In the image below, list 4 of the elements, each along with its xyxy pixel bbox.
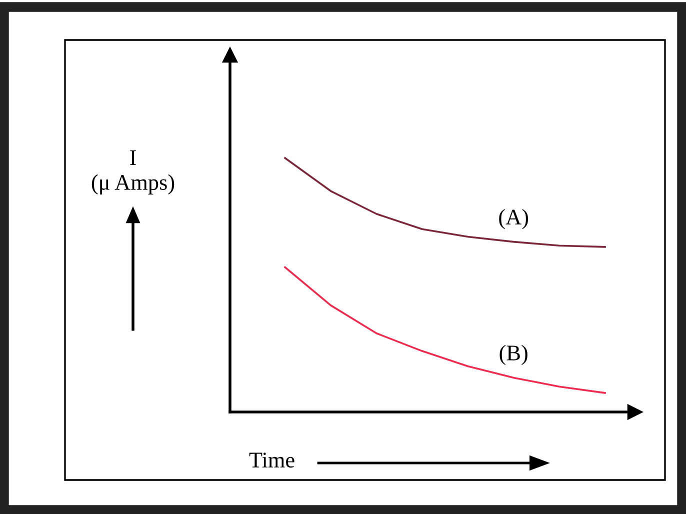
y-axis-title: I (μ Amps) [92, 150, 174, 194]
series-label: (B) [500, 344, 528, 366]
series-label: (A) [499, 208, 528, 230]
x-axis-title: Time [249, 452, 294, 468]
